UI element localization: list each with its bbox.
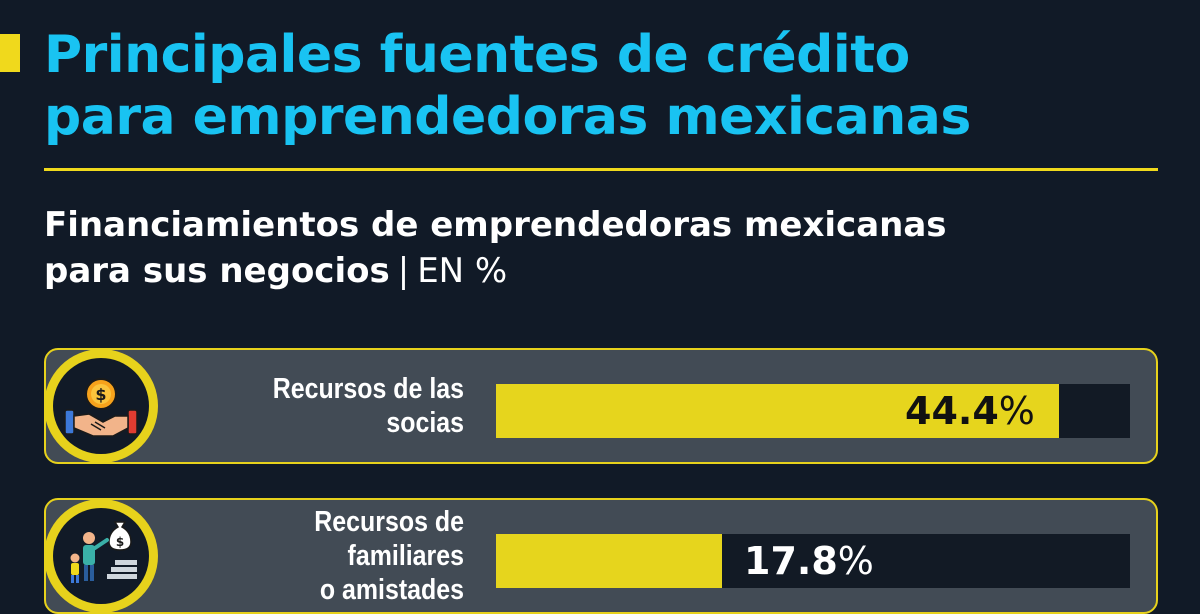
chart-title-line-2-wrap: para sus negocios | EN % <box>44 248 947 294</box>
category-label: Recursos de las socias <box>211 350 464 462</box>
bar <box>496 384 1059 438</box>
chart-unit-separator: | <box>397 251 410 291</box>
title-divider <box>44 168 1158 171</box>
family-money-bag-icon: $ <box>44 499 158 613</box>
chart-unit: EN % <box>417 251 508 291</box>
category-label: Recursos de familiares o amistades <box>211 500 464 612</box>
data-label-suffix: % <box>998 389 1035 433</box>
bar-row: $ Recursos de las socias 44.4% <box>44 348 1158 464</box>
handshake-money-icon: $ <box>44 349 158 463</box>
page-title: Principales fuentes de crédito para empr… <box>44 24 971 148</box>
chart-title-line-2: para sus negocios <box>44 251 390 291</box>
data-label: 17.8% <box>744 534 874 588</box>
svg-text:$: $ <box>95 385 106 404</box>
category-label-line-1: Recursos de las socias <box>272 373 464 439</box>
bar-track: 17.8% <box>496 534 1130 588</box>
bar-row: $ Recursos de familiares o amistades <box>44 498 1158 614</box>
category-label-line-2: o amistades <box>319 574 464 606</box>
data-label-number: 17.8 <box>744 539 838 583</box>
data-label-suffix: % <box>837 539 874 583</box>
page-title-line-2: para emprendedoras mexicanas <box>44 87 971 147</box>
bar-track: 44.4% <box>496 384 1130 438</box>
chart-title-line-1: Financiamientos de emprendedoras mexican… <box>44 205 947 245</box>
page-title-line-1: Principales fuentes de crédito <box>44 25 910 85</box>
data-label: 44.4% <box>905 384 1035 438</box>
title-accent-bar <box>0 34 20 72</box>
bar <box>496 534 722 588</box>
category-label-line-1: Recursos de familiares <box>314 506 464 572</box>
chart-title: Financiamientos de emprendedoras mexican… <box>44 202 947 294</box>
data-label-number: 44.4 <box>905 389 999 433</box>
svg-text:$: $ <box>116 535 124 549</box>
